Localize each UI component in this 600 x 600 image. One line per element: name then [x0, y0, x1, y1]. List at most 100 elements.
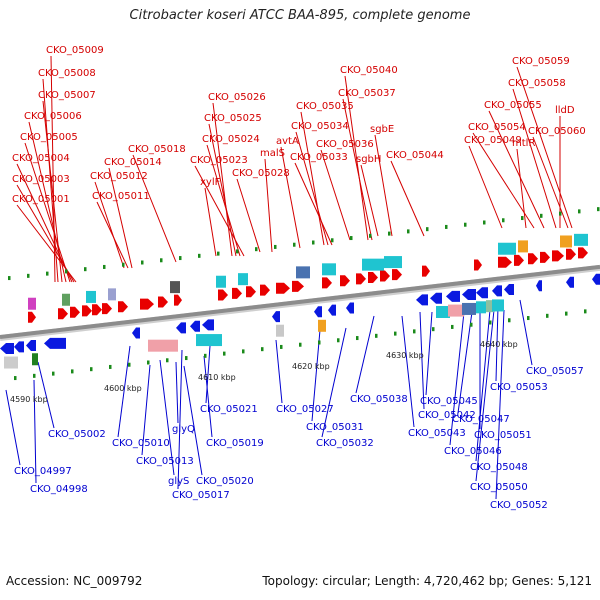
reverse-gene-arrow[interactable] — [176, 322, 186, 334]
gene-label-cko_05009[interactable]: CKO_05009 — [46, 45, 104, 56]
gene-label-cko_05005[interactable]: CKO_05005 — [20, 132, 78, 143]
gene-label-cko_05014[interactable]: CKO_05014 — [104, 157, 162, 168]
gene-label-cko_05010[interactable]: CKO_05010 — [112, 438, 170, 449]
forward-gene-arrow[interactable] — [422, 265, 430, 277]
reverse-gene-arrow[interactable] — [190, 320, 200, 332]
forward-gene-arrow[interactable] — [540, 251, 550, 263]
reverse-gene-arrow[interactable] — [202, 319, 214, 331]
forward-gene-arrow[interactable] — [578, 247, 588, 259]
forward-gene-arrow[interactable] — [232, 287, 242, 299]
gene-label-cko_05052[interactable]: CKO_05052 — [490, 500, 548, 511]
gene-label-cko_05047[interactable]: CKO_05047 — [452, 414, 510, 425]
gene-label-cko_05012[interactable]: CKO_05012 — [90, 171, 148, 182]
reverse-gene-arrow[interactable] — [132, 327, 140, 339]
forward-gene-arrow[interactable] — [246, 286, 256, 298]
forward-gene-arrow[interactable] — [70, 306, 80, 318]
forward-gene-arrow[interactable] — [322, 277, 332, 289]
gene-label-cko_05007[interactable]: CKO_05007 — [38, 90, 96, 101]
gene-label-cko_05034[interactable]: CKO_05034 — [291, 121, 349, 132]
forward-gene-arrow[interactable] — [58, 308, 68, 320]
gene-label-cko_05043[interactable]: CKO_05043 — [408, 428, 466, 439]
forward-gene-arrow[interactable] — [474, 259, 482, 271]
gene-label-cko_05026[interactable]: CKO_05026 — [208, 92, 266, 103]
gene-label-cko_05058[interactable]: CKO_05058 — [508, 78, 566, 89]
gene-label-cko_05002[interactable]: CKO_05002 — [48, 429, 106, 440]
gene-label-cko_05028[interactable]: CKO_05028 — [232, 168, 290, 179]
forward-gene-arrow[interactable] — [498, 256, 512, 268]
reverse-gene-arrow[interactable] — [272, 311, 280, 323]
reverse-gene-arrow[interactable] — [462, 288, 476, 300]
reverse-gene-arrow[interactable] — [416, 294, 428, 306]
forward-gene-arrow[interactable] — [392, 269, 402, 281]
reverse-gene-arrow[interactable] — [592, 273, 600, 285]
forward-gene-arrow[interactable] — [552, 250, 564, 262]
gene-label-cko_05048[interactable]: CKO_05048 — [470, 462, 528, 473]
forward-gene-arrow[interactable] — [102, 303, 112, 315]
reverse-gene-arrow[interactable] — [0, 343, 14, 354]
gene-label-cko_05053[interactable]: CKO_05053 — [490, 382, 548, 393]
gene-label-cko_04997[interactable]: CKO_04997 — [14, 466, 72, 477]
gene-label-cko_05060[interactable]: CKO_05060 — [528, 126, 586, 137]
reverse-gene-arrow[interactable] — [536, 280, 542, 292]
gene-label-cko_05042[interactable]: CKO_05042 — [418, 410, 476, 421]
reverse-gene-arrow[interactable] — [314, 306, 322, 318]
forward-gene-arrow[interactable] — [118, 301, 128, 313]
gene-label-cko_05021[interactable]: CKO_05021 — [200, 404, 258, 415]
reverse-gene-arrow[interactable] — [328, 304, 336, 316]
gene-label-glyq[interactable]: glyQ — [172, 424, 195, 435]
gene-label-cko_05027[interactable]: CKO_05027 — [276, 404, 334, 415]
reverse-gene-arrow[interactable] — [446, 290, 460, 302]
gene-label-cko_05050[interactable]: CKO_05050 — [470, 482, 528, 493]
gene-label-cko_05025[interactable]: CKO_05025 — [204, 113, 262, 124]
gene-label-glys[interactable]: glyS — [168, 476, 189, 487]
reverse-gene-arrow[interactable] — [430, 292, 442, 304]
gene-label-cko_05033[interactable]: CKO_05033 — [290, 152, 348, 163]
gene-label-cko_05001[interactable]: CKO_05001 — [12, 194, 70, 205]
gene-label-cko_05040[interactable]: CKO_05040 — [340, 65, 398, 76]
gene-label-cko_05008[interactable]: CKO_05008 — [38, 68, 96, 79]
forward-gene-arrow[interactable] — [528, 253, 538, 265]
gene-label-cko_05017[interactable]: CKO_05017 — [172, 490, 230, 501]
forward-gene-arrow[interactable] — [260, 284, 270, 296]
reverse-gene-arrow[interactable] — [44, 337, 66, 349]
gene-label-cko_05020[interactable]: CKO_05020 — [196, 476, 254, 487]
gene-label-cko_05035[interactable]: CKO_05035 — [296, 101, 354, 112]
gene-label-cko_05055[interactable]: CKO_05055 — [484, 100, 542, 111]
gene-label-cko_05004[interactable]: CKO_05004 — [12, 153, 70, 164]
forward-gene-arrow[interactable] — [28, 311, 36, 323]
forward-gene-arrow[interactable] — [140, 298, 154, 310]
gene-label-cko_05038[interactable]: CKO_05038 — [350, 394, 408, 405]
gene-label-cko_05045[interactable]: CKO_05045 — [420, 396, 478, 407]
forward-gene-arrow[interactable] — [276, 282, 290, 294]
gene-label-cko_05057[interactable]: CKO_05057 — [526, 366, 584, 377]
forward-gene-arrow[interactable] — [380, 270, 390, 282]
gene-label-cko_05013[interactable]: CKO_05013 — [136, 456, 194, 467]
gene-label-cko_05049[interactable]: CKO_05049 — [464, 135, 522, 146]
gene-label-cko_05051[interactable]: CKO_05051 — [474, 430, 532, 441]
gene-label-cko_05019[interactable]: CKO_05019 — [206, 438, 264, 449]
gene-label-avta[interactable]: avtA — [276, 136, 299, 147]
gene-label-cko_05023[interactable]: CKO_05023 — [190, 155, 248, 166]
reverse-gene-arrow[interactable] — [566, 276, 574, 288]
forward-gene-arrow[interactable] — [514, 254, 524, 266]
gene-label-cko_05044[interactable]: CKO_05044 — [386, 150, 444, 161]
gene-label-mtlr[interactable]: mtlR — [512, 138, 535, 149]
forward-gene-arrow[interactable] — [356, 273, 366, 285]
reverse-gene-arrow[interactable] — [346, 302, 354, 314]
gene-label-cko_05046[interactable]: CKO_05046 — [444, 446, 502, 457]
gene-label-cko_05006[interactable]: CKO_05006 — [24, 111, 82, 122]
gene-label-sgbh[interactable]: sgbH — [356, 154, 381, 165]
forward-gene-arrow[interactable] — [368, 271, 378, 283]
forward-gene-arrow[interactable] — [82, 305, 92, 317]
reverse-gene-arrow[interactable] — [26, 339, 36, 351]
gene-label-cko_05036[interactable]: CKO_05036 — [316, 139, 374, 150]
gene-label-cko_05024[interactable]: CKO_05024 — [202, 134, 260, 145]
gene-label-cko_05031[interactable]: CKO_05031 — [306, 422, 364, 433]
forward-gene-arrow[interactable] — [292, 280, 304, 292]
forward-gene-arrow[interactable] — [566, 248, 576, 260]
gene-label-mals[interactable]: malS — [260, 148, 285, 159]
gene-label-cko_05032[interactable]: CKO_05032 — [316, 438, 374, 449]
gene-label-cko_04998[interactable]: CKO_04998 — [30, 484, 88, 495]
forward-gene-arrow[interactable] — [218, 289, 228, 301]
forward-gene-arrow[interactable] — [158, 296, 168, 308]
